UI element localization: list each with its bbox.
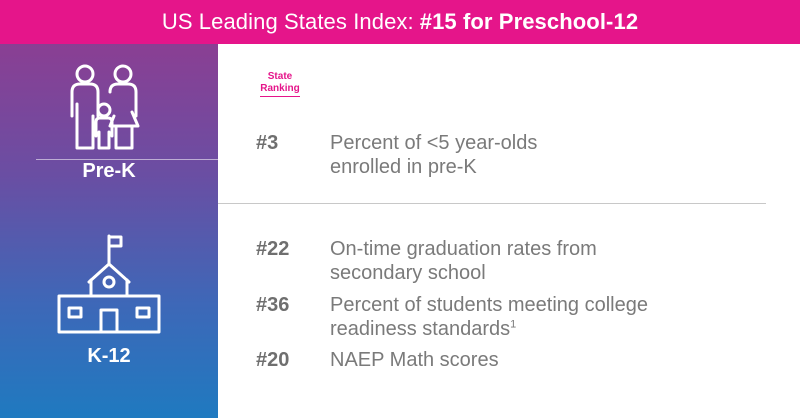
ranking-header-line1: State xyxy=(267,71,293,82)
rank-description: Percent of students meeting college read… xyxy=(330,293,750,341)
description-line: readiness standards1 xyxy=(330,317,750,341)
description-line: Percent of students meeting college xyxy=(330,294,648,316)
ranking-row: #3 Percent of <5 year-olds enrolled in p… xyxy=(256,131,750,179)
ranking-row: #22 On-time graduation rates from second… xyxy=(256,237,750,285)
rank-value: #3 xyxy=(256,132,279,154)
ranking-row: #36 Percent of students meeting college … xyxy=(256,293,750,341)
footnote-marker: 1 xyxy=(510,318,517,331)
rank-description: On-time graduation rates from secondary … xyxy=(330,237,750,285)
ranking-header: State Ranking xyxy=(258,71,302,97)
rank-description: Percent of <5 year-olds enrolled in pre-… xyxy=(330,131,750,179)
prek-label: Pre-K xyxy=(82,160,136,182)
rank-description: NAEP Math scores xyxy=(330,348,750,372)
description-line: enrolled in pre-K xyxy=(330,156,477,178)
description-line: secondary school xyxy=(330,262,486,284)
rank-value: #20 xyxy=(256,349,290,371)
ranking-row: #20 NAEP Math scores xyxy=(256,348,750,372)
school-icon xyxy=(55,232,163,336)
description-text: readiness standards xyxy=(330,318,511,340)
rank-value: #36 xyxy=(256,294,290,316)
title-banner: US Leading States Index: #15 for Prescho… xyxy=(0,0,800,44)
ranking-header-line2: Ranking xyxy=(260,83,300,97)
sidebar-divider xyxy=(36,159,218,160)
banner-title: US Leading States Index: xyxy=(161,9,414,34)
section-divider xyxy=(218,203,766,204)
rank-value: #22 xyxy=(256,238,290,260)
description-line: NAEP Math scores xyxy=(330,349,499,371)
family-icon xyxy=(66,64,142,150)
description-line: Percent of <5 year-olds xyxy=(330,132,538,154)
description-line: On-time graduation rates from xyxy=(330,238,597,260)
banner-title-bold: #15 for Preschool-12 xyxy=(419,9,639,34)
k12-label: K-12 xyxy=(87,345,131,367)
